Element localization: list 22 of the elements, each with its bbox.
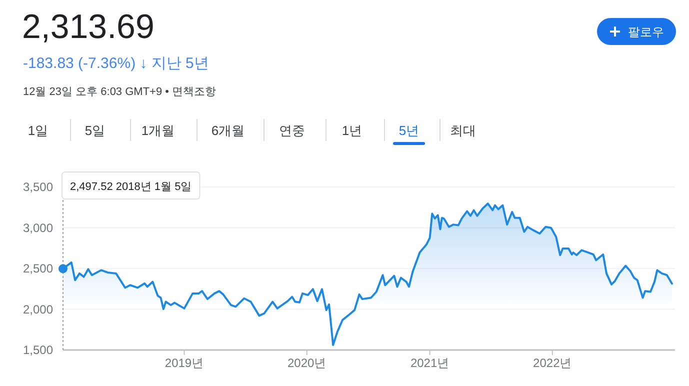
text: 최대 — [450, 123, 476, 138]
y-tick-label: 2,000 — [22, 302, 54, 316]
text: 5일 — [84, 123, 106, 138]
text: 1개월 — [141, 123, 175, 138]
text: 6개월 — [211, 123, 245, 138]
chart-subtitle: -183.83 (-7.36%) ↓ 지난 5년 — [23, 55, 209, 72]
y-tick-label: 2,500 — [22, 262, 54, 276]
x-tick-label: 2020년 — [288, 356, 326, 370]
x-tick-label: 2019년 — [164, 356, 204, 370]
text: 팔로우 — [628, 25, 664, 39]
y-tick-label: 1,500 — [22, 343, 54, 357]
chart-title: 2,313.69 — [22, 8, 154, 46]
x-tick-label: 2022년 — [533, 356, 572, 370]
text: 1년 — [342, 123, 362, 138]
y-tick-label: 3,500 — [22, 180, 54, 194]
text: 1일 — [28, 123, 48, 138]
text: 5년 — [398, 123, 420, 138]
text: 연중 — [279, 123, 305, 138]
x-tick-label: 2021년 — [410, 356, 450, 370]
text: 12월 23일 오후 6:03 GMT+9 • 면책조항 — [23, 86, 216, 98]
y-tick-label: 3,000 — [22, 220, 54, 235]
annotation: 2,497.52 2018년 1월 5일 — [70, 181, 192, 193]
